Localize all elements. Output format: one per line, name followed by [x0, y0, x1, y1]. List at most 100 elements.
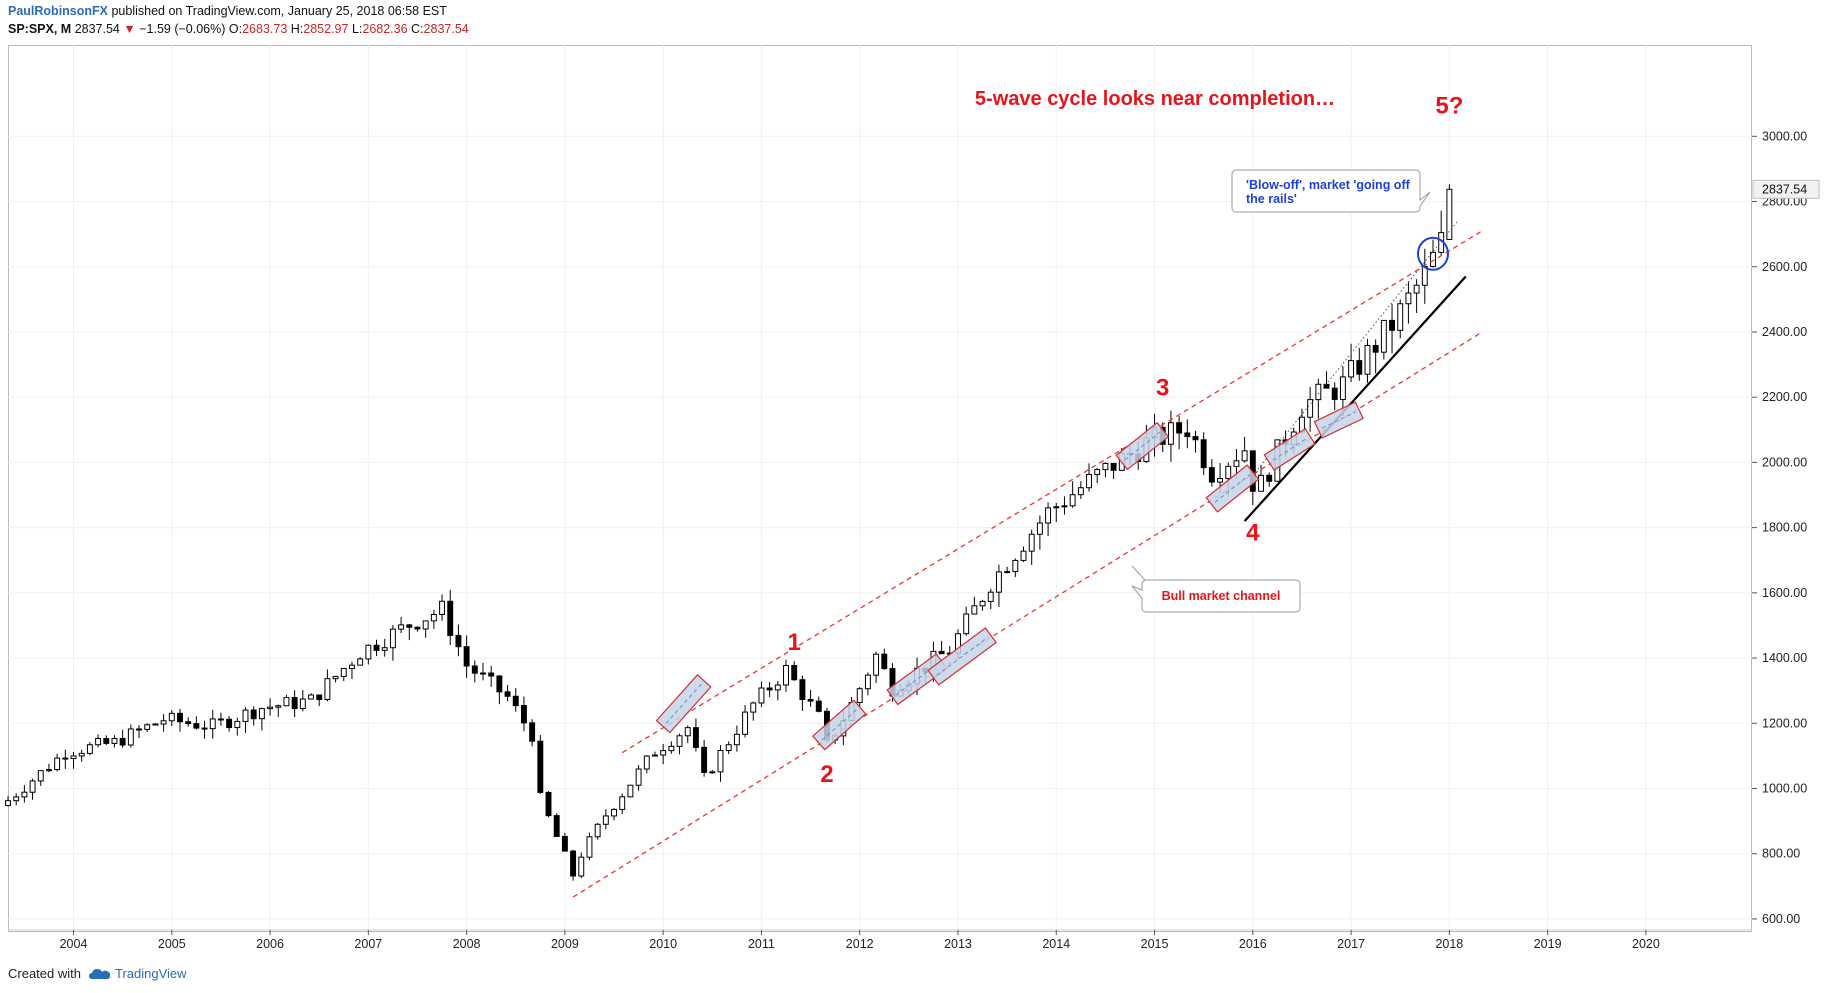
- y-tick-label: 2600.00: [1762, 260, 1807, 274]
- candle-body-up: [160, 720, 167, 725]
- candle: [692, 718, 699, 752]
- candle: [365, 644, 372, 665]
- candle: [594, 823, 601, 840]
- x-tick-label: 2015: [1141, 937, 1169, 951]
- created-with-label: Created with: [8, 966, 81, 981]
- candle: [1380, 319, 1387, 360]
- candle: [5, 796, 11, 807]
- candle-body-down: [1200, 439, 1207, 469]
- footer: Created with TradingView: [8, 966, 187, 981]
- candle: [480, 662, 486, 681]
- high-value: 2852.97: [303, 22, 349, 36]
- candle: [1307, 386, 1314, 432]
- candle-body-up: [1069, 494, 1076, 507]
- last-price-tag: 2837.54: [1752, 179, 1820, 199]
- candle-body-down: [545, 791, 552, 817]
- channel-callout-text: Bull market channel: [1162, 589, 1281, 603]
- x-tick-label: 2009: [551, 937, 579, 951]
- x-tick-label: 2010: [649, 937, 677, 951]
- candle: [86, 742, 93, 756]
- candle: [430, 609, 437, 629]
- candle: [1389, 303, 1395, 354]
- candle-body-down: [520, 705, 527, 724]
- candle: [340, 667, 347, 682]
- candle: [70, 751, 77, 769]
- candle-body-up: [13, 796, 20, 802]
- candle: [619, 793, 626, 815]
- candle-body-up: [864, 674, 871, 690]
- candle-body-up: [1307, 399, 1314, 418]
- highlight-zone-box: [1313, 401, 1364, 439]
- candle-body-up: [349, 664, 355, 669]
- x-tick-label: 2019: [1534, 937, 1562, 951]
- candle: [971, 596, 978, 615]
- chart-frame[interactable]: [8, 45, 1752, 932]
- x-tick-label: 2007: [354, 937, 382, 951]
- candle-body-up: [152, 723, 159, 726]
- y-tick-label: 1600.00: [1762, 586, 1807, 600]
- candle-body-up: [1241, 450, 1248, 462]
- candle-body-down: [1323, 383, 1330, 389]
- candle-body-up: [1421, 265, 1428, 286]
- tradingview-link[interactable]: TradingView: [88, 966, 187, 981]
- candle-body-up: [602, 815, 609, 825]
- support-trendline: [1243, 275, 1467, 522]
- candle: [275, 704, 282, 717]
- last-price-label: 2837.54: [1762, 182, 1807, 196]
- candle-body-up: [856, 688, 863, 704]
- candle: [529, 719, 536, 747]
- channel-line: [621, 230, 1483, 754]
- candle-body-down: [455, 634, 462, 648]
- candle: [1208, 459, 1215, 487]
- candle-body-up: [676, 735, 683, 747]
- candle: [987, 588, 994, 610]
- highlight-zone: [1313, 401, 1364, 439]
- candle-body-up: [144, 724, 151, 730]
- x-tick-label: 2011: [748, 937, 775, 951]
- y-tick-label: 1000.00: [1762, 782, 1807, 796]
- candle-body-down: [447, 600, 454, 636]
- candle-body-up: [275, 705, 282, 708]
- candle: [1200, 432, 1207, 475]
- candle: [37, 770, 44, 786]
- candle-body-up: [709, 771, 716, 774]
- candle-body-down: [561, 835, 568, 852]
- candle: [1323, 371, 1330, 389]
- candle: [701, 740, 708, 777]
- candle: [1397, 299, 1404, 339]
- candle: [963, 606, 970, 636]
- candle-body-down: [807, 698, 814, 702]
- candle: [54, 753, 61, 772]
- candle-body-up: [774, 684, 781, 691]
- candle: [1094, 467, 1101, 484]
- blowoff-callout-box: [1231, 169, 1431, 213]
- candle-body-up: [1020, 550, 1027, 561]
- candle: [1061, 496, 1068, 515]
- candle: [234, 717, 241, 736]
- candle-body-down: [529, 722, 536, 742]
- candle: [29, 778, 36, 800]
- candle: [209, 709, 216, 739]
- candle: [774, 680, 781, 701]
- candle: [1241, 436, 1248, 463]
- open-label: O:: [228, 22, 243, 36]
- candle-body-up: [635, 768, 642, 786]
- candle-body-up: [578, 856, 585, 877]
- candle: [1405, 281, 1412, 324]
- candle: [439, 594, 446, 621]
- author-name[interactable]: PaulRobinsonFX: [8, 4, 108, 18]
- candle: [389, 625, 396, 661]
- candle-body-up: [611, 808, 617, 817]
- candle: [1110, 462, 1117, 480]
- candle: [537, 735, 544, 794]
- candle-body-up: [733, 733, 740, 746]
- candle: [242, 707, 249, 733]
- candle: [78, 749, 85, 762]
- wave-label: 5?: [1435, 92, 1463, 119]
- candle-body-up: [1430, 251, 1436, 267]
- candle: [349, 661, 355, 680]
- wave-label: 4: [1246, 520, 1260, 547]
- y-tick-label: 2400.00: [1762, 325, 1807, 339]
- candle-body-up: [54, 757, 61, 771]
